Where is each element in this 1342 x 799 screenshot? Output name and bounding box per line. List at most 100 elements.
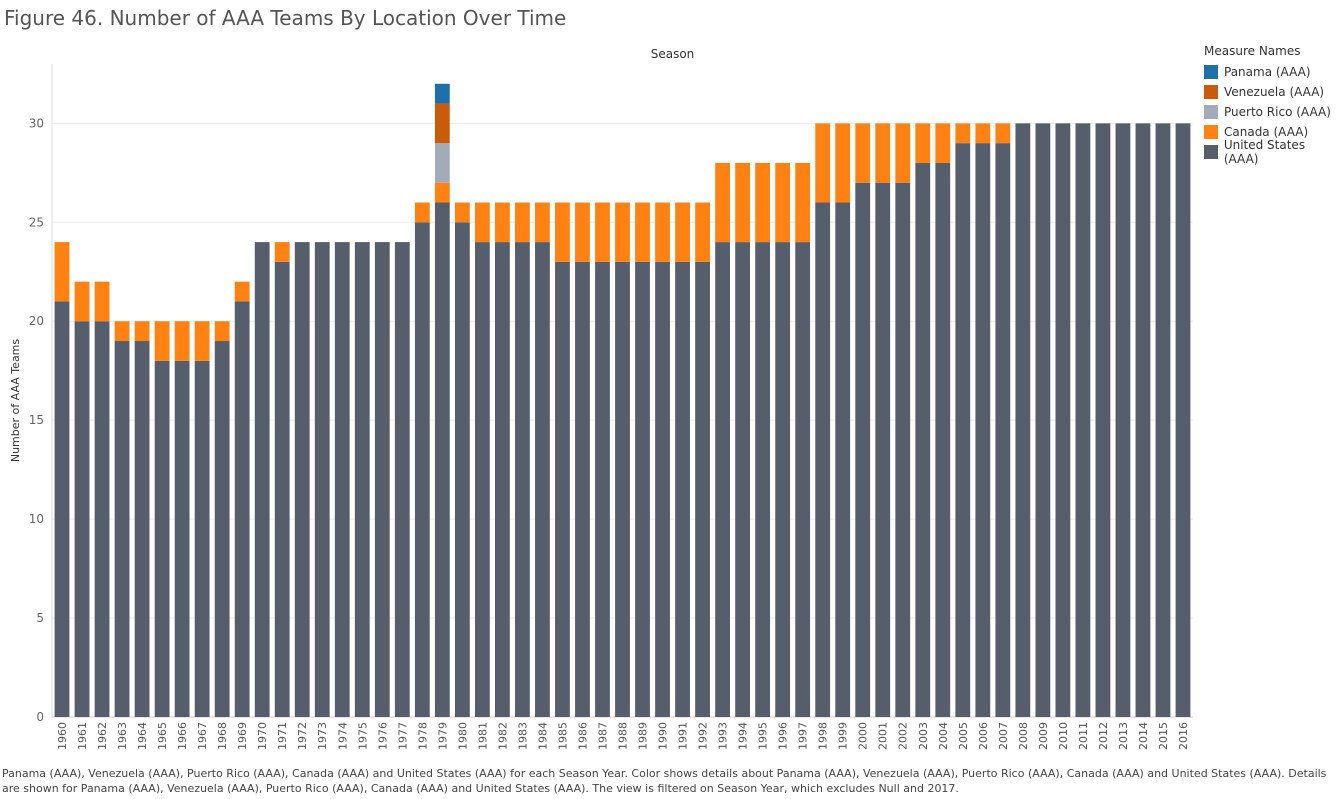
- x-tick-label: 1996: [777, 722, 790, 750]
- legend-item-panama[interactable]: Panama (AAA): [1204, 62, 1342, 82]
- legend-item-venezuela[interactable]: Venezuela (AAA): [1204, 82, 1342, 102]
- bar-segment: [1115, 123, 1131, 717]
- x-tick-label: 1989: [637, 722, 650, 750]
- x-tick-label: 2013: [1117, 722, 1130, 750]
- x-tick-label: 1970: [256, 722, 269, 750]
- x-tick-label: 1993: [717, 722, 730, 750]
- bar-segment: [1155, 123, 1171, 717]
- chart-header: Season: [651, 47, 695, 61]
- bar-segment: [134, 341, 150, 717]
- x-tick-label: 1971: [276, 722, 289, 750]
- bar-segment: [154, 321, 170, 361]
- bar-segment: [174, 321, 190, 361]
- bar-segment: [114, 341, 130, 717]
- bar-segment: [1175, 123, 1191, 717]
- x-tick-label: 1994: [737, 722, 750, 750]
- x-tick-label: 2010: [1057, 722, 1070, 750]
- bar-segment: [454, 222, 470, 717]
- bar-segment: [595, 202, 610, 262]
- bar-segment: [454, 202, 470, 223]
- x-tick-label: 1976: [376, 722, 389, 750]
- bar-segment: [915, 123, 931, 163]
- bar-segment: [1075, 123, 1091, 717]
- bar-segment: [895, 182, 911, 717]
- bar-segment: [254, 242, 270, 717]
- bar-segment: [194, 360, 210, 717]
- bar-segment: [595, 261, 610, 717]
- x-tick-label: 1975: [356, 722, 369, 750]
- bar-segment: [434, 202, 450, 718]
- bar-segment: [795, 162, 811, 243]
- bar-segment: [294, 242, 310, 717]
- x-tick-label: 2012: [1097, 722, 1110, 750]
- bar-segment: [515, 242, 530, 717]
- bar-segment: [1035, 123, 1051, 717]
- bar-segment: [94, 281, 110, 322]
- bar-segment: [815, 202, 831, 718]
- legend-item-canada[interactable]: Canada (AAA): [1204, 122, 1342, 142]
- legend-label: United States (AAA): [1223, 138, 1306, 166]
- bar-segment: [494, 242, 510, 717]
- x-tick-label: 2004: [937, 722, 950, 750]
- bar-segment: [515, 202, 530, 243]
- x-tick-label: 1997: [797, 722, 810, 750]
- x-tick-label: 2014: [1137, 722, 1150, 750]
- x-tick-label: 1991: [677, 722, 690, 750]
- x-tick-label: 1980: [456, 722, 469, 750]
- legend: Measure Names Panama (AAA) Venezuela (AA…: [1204, 44, 1342, 166]
- legend-label: Panama (AAA): [1224, 65, 1311, 79]
- bar-segment: [775, 242, 791, 717]
- bar-segment: [54, 242, 70, 302]
- x-tick-label: 1983: [516, 722, 529, 750]
- x-tick-label: 1968: [216, 722, 229, 750]
- bar-segment: [695, 261, 710, 717]
- x-tick-label: 2016: [1177, 722, 1190, 750]
- x-tick-label: 1981: [476, 722, 489, 750]
- figure-title: Figure 46. Number of AAA Teams By Locati…: [4, 6, 567, 30]
- x-tick-label: 1979: [436, 722, 449, 750]
- bar-segment: [154, 360, 170, 717]
- caption-footer: Panama (AAA), Venezuela (AAA), Puerto Ri…: [2, 767, 1327, 795]
- bar-segment: [555, 202, 570, 262]
- bar-segment: [615, 202, 630, 262]
- legend-item-puerto-rico[interactable]: Puerto Rico (AAA): [1204, 102, 1342, 122]
- bar-segment: [234, 281, 250, 302]
- x-tick-label: 1990: [657, 722, 670, 750]
- legend-swatch: [1204, 105, 1218, 119]
- x-tick-label: 2002: [897, 722, 910, 750]
- bar-segment: [354, 242, 370, 717]
- x-tick-label: 1972: [296, 722, 309, 750]
- bar-segment: [675, 202, 690, 262]
- bar-segment: [875, 182, 891, 717]
- x-tick-label: 1986: [576, 722, 589, 750]
- x-tick-label: 1966: [176, 722, 189, 750]
- bar-segment: [74, 321, 90, 717]
- y-tick-label: 25: [29, 215, 44, 229]
- x-tick-label: 2000: [857, 722, 870, 750]
- bar-segment: [735, 162, 751, 243]
- bar-segment: [474, 202, 490, 243]
- y-tick-label: 15: [29, 413, 44, 427]
- y-tick-label: 0: [36, 710, 44, 724]
- x-tick-label: 1961: [76, 722, 89, 750]
- x-tick-label: 1962: [96, 722, 109, 750]
- legend-item-united-states[interactable]: United States (AAA): [1204, 138, 1342, 166]
- x-tick-label: 1982: [496, 722, 509, 750]
- x-tick-label: 2015: [1157, 722, 1170, 750]
- bar-segment: [54, 301, 70, 717]
- x-tick-label: 1987: [596, 722, 609, 750]
- bar-segment: [1135, 123, 1151, 717]
- bar-segment: [1055, 123, 1071, 717]
- bar-segment: [915, 162, 931, 717]
- x-tick-label: 1963: [116, 722, 129, 750]
- bar-segment: [474, 242, 490, 717]
- x-tick-label: 2001: [877, 722, 890, 750]
- bar-segment: [735, 242, 751, 717]
- x-tick-label: 2008: [1017, 722, 1030, 750]
- y-tick-label: 30: [29, 116, 44, 130]
- y-tick-label: 5: [36, 611, 44, 625]
- bar-segment: [575, 261, 590, 717]
- bar-segment: [394, 242, 410, 717]
- bar-segment: [575, 202, 590, 262]
